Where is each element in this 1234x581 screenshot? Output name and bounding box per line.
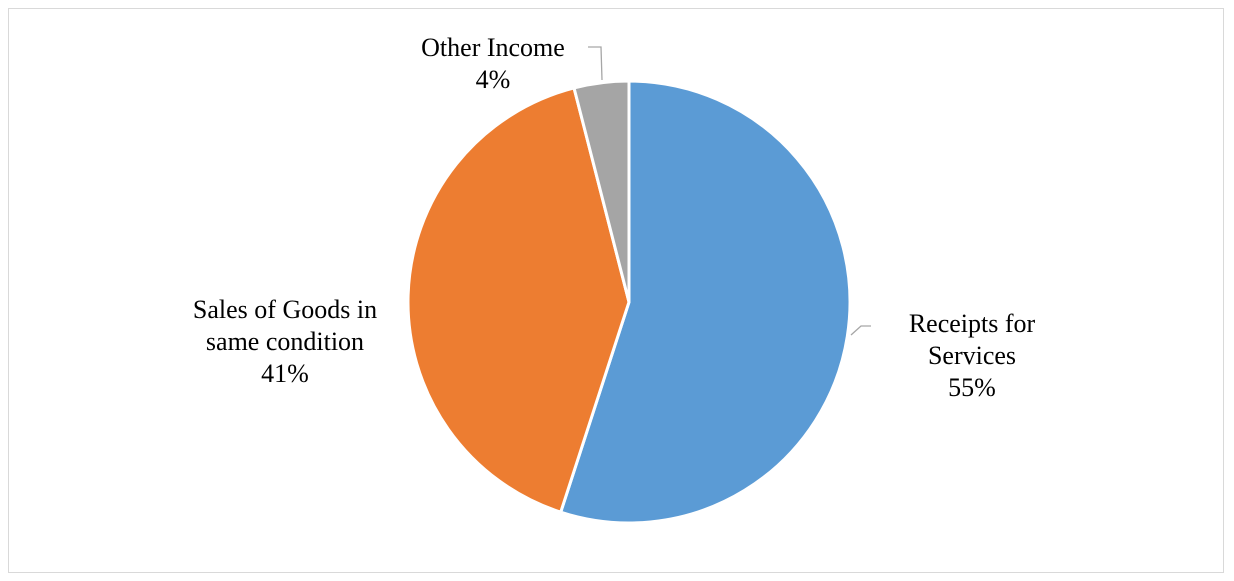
category-label: Receipts for [909,309,1036,338]
category-label: Sales of Goods in [193,295,377,324]
slice-labels: Receipts for Services 55% Sales of Goods in… [193,33,1036,402]
data-label: Receipts for Services 55% [909,309,1036,402]
leader-line [588,46,603,81]
pie-slices [406,79,852,525]
data-label: Sales of Goods in same condition 41% [193,295,377,388]
leader-line [850,325,871,336]
pie-slice-receipts-for-services [559,79,852,525]
category-label: Other Income [421,33,565,62]
percent-label: 4% [476,65,511,94]
category-label: Services [928,341,1016,370]
pie-slice-other-income [572,79,631,304]
percent-label: 41% [261,359,309,388]
percent-label: 55% [948,373,996,402]
data-label: Other Income 4% [421,33,565,94]
leader-lines [588,46,871,336]
pie-slice-sales-of-goods-in-same-condition [406,86,631,514]
category-label: same condition [206,327,364,356]
